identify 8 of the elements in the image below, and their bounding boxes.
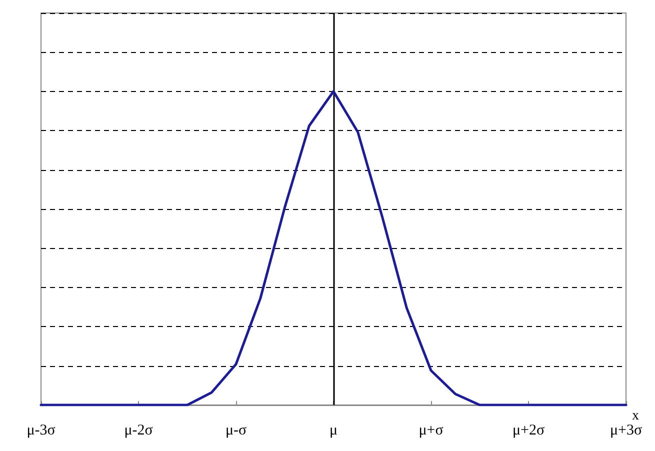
x-tick-label: μ+2σ [512,422,545,438]
x-tick-label: μ-3σ [26,422,56,438]
x-tick-label: μ-2σ [124,422,153,438]
x-tick-label: μ+3σ [610,422,642,438]
x-axis-title: x [632,408,639,424]
x-tick-label: μ-σ [225,422,247,438]
x-tick-label: μ [329,422,338,438]
x-tick-label: μ+σ [418,422,444,438]
